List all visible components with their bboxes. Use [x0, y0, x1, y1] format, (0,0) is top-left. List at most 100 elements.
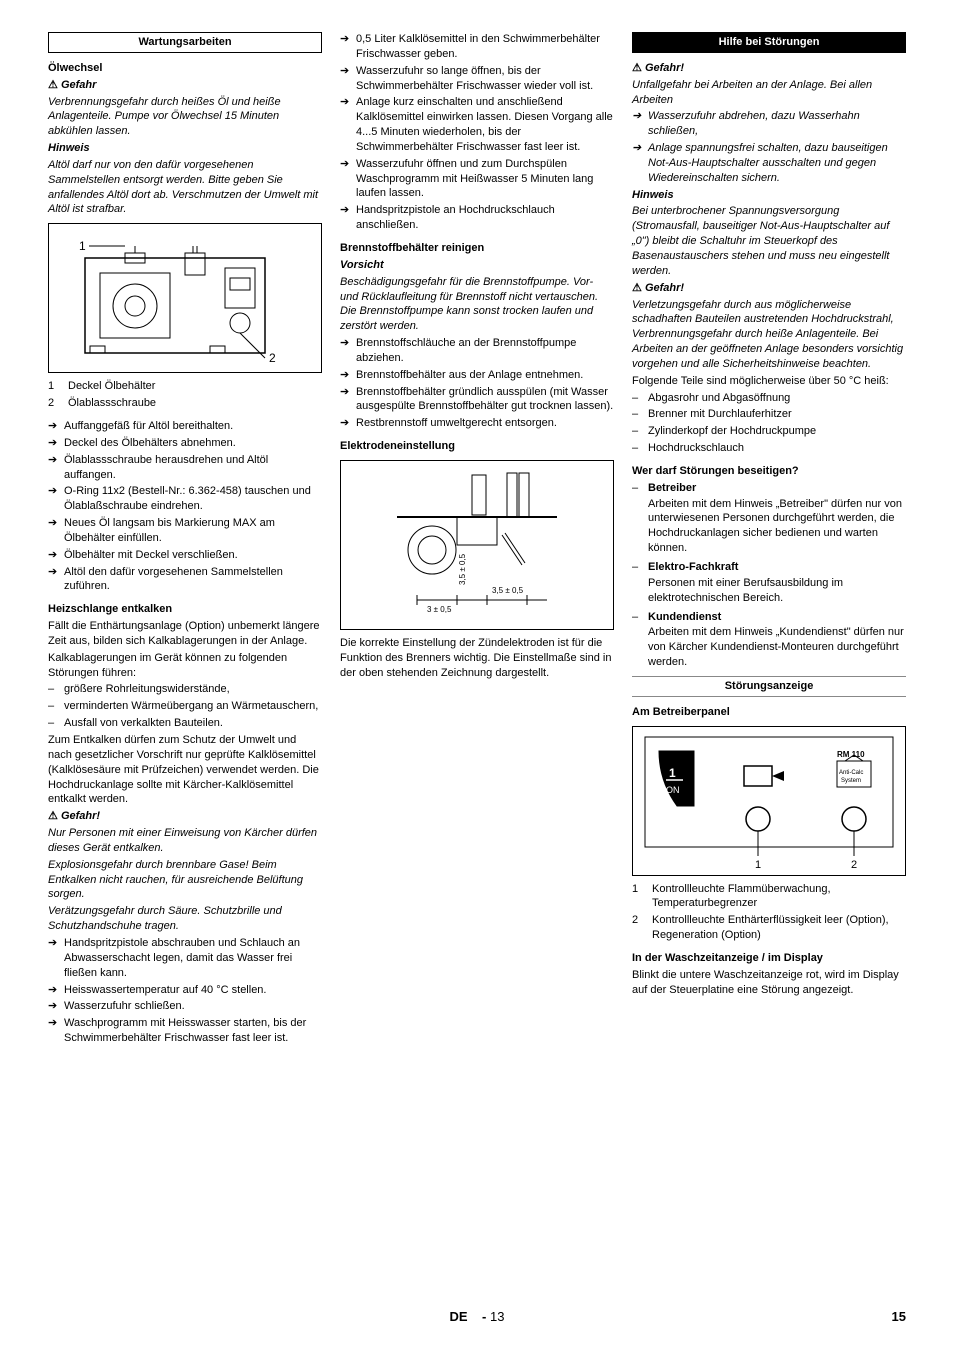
caution-label: Vorsicht — [340, 258, 614, 273]
list-item: Wasserzufuhr öffnen und zum Durchspülen … — [340, 157, 614, 202]
list-item: Altöl den dafür vorgesehenen Sammelstell… — [48, 565, 322, 595]
danger-label: ⚠ Gefahr! — [48, 809, 322, 824]
list-item: Brennstoffschläuche an der Brennstoffpum… — [340, 336, 614, 366]
danger-text: Verletzungsgefahr durch aus möglicherwei… — [632, 298, 906, 372]
danger-steps: Wasserzufuhr abdrehen, dazu Wasserhahn s… — [632, 109, 906, 185]
caution-text: Beschädigungsgefahr für die Brennstoffpu… — [340, 275, 614, 334]
role-title: Elektro-Fachkraft — [648, 561, 738, 573]
svg-text:2: 2 — [269, 351, 276, 365]
subheading-fuel: Brennstoffbehälter reinigen — [340, 241, 614, 256]
danger-text: Verätzungsgefahr durch Säure. Schutzbril… — [48, 904, 322, 934]
subsection-heading: Störungsanzeige — [632, 676, 906, 697]
svg-text:System: System — [841, 778, 861, 784]
note-label: Hinweis — [632, 188, 906, 203]
figure-oil-container: 1 2 — [48, 223, 322, 373]
panel-legend: 1 Kontrollleuchte Flammüberwachung, Tempe… — [632, 882, 906, 943]
svg-text:2: 2 — [851, 859, 857, 871]
legend-num: 2 — [632, 913, 638, 928]
svg-text:ON: ON — [666, 785, 680, 795]
list-item: verminderten Wärmeübergang an Wärmetausc… — [48, 699, 322, 714]
list-item: größere Rohrleitungswiderstände, — [48, 682, 322, 697]
list-item: 0,5 Liter Kalklösemittel in den Schwimme… — [340, 32, 614, 62]
role-desc: Arbeiten mit dem Hinweis „Kundendienst" … — [648, 625, 906, 670]
list-item: Handspritzpistole abschrauben und Schlau… — [48, 936, 322, 981]
display-heading: In der Waschzeitanzeige / im Display — [632, 951, 906, 966]
legend-text: Ölablassschraube — [68, 397, 156, 409]
list-item: O-Ring 11x2 (Bestell-Nr.: 6.362-458) tau… — [48, 484, 322, 514]
list-item: Kundendienst Arbeiten mit dem Hinweis „Ku… — [632, 610, 906, 670]
danger-text: Verbrennungsgefahr durch heißes Öl und h… — [48, 95, 322, 140]
list-item: Zylinderkopf der Hochdruckpumpe — [632, 424, 906, 439]
subheading-oil: Ölwechsel — [48, 61, 322, 76]
list-item: Waschprogramm mit Heisswasser starten, b… — [48, 1016, 322, 1046]
list-item: Ölablassschraube herausdrehen und Altöl … — [48, 453, 322, 483]
list-item: Handspritzpistole an Hochdruckschlauch a… — [340, 203, 614, 233]
list-item: Auffanggefäß für Altöl bereithalten. — [48, 419, 322, 434]
page-footer: DE - 13 15 — [48, 1308, 906, 1326]
decal-issues: größere Rohrleitungswiderstände, vermind… — [48, 682, 322, 731]
list-item: Neues Öl langsam bis Markierung MAX am Ö… — [48, 516, 322, 546]
danger-label: ⚠ Gefahr! — [632, 61, 906, 76]
svg-text:1: 1 — [79, 239, 86, 253]
svg-text:3 ± 0,5: 3 ± 0,5 — [427, 605, 452, 614]
svg-text:1: 1 — [669, 766, 676, 780]
body-text: Blinkt die untere Waschzeitanzeige rot, … — [632, 968, 906, 998]
list-item: Abgasrohr und Abgasöffnung — [632, 391, 906, 406]
list-item: Brenner mit Durchlauferhitzer — [632, 407, 906, 422]
danger-label: ⚠ Gefahr — [48, 78, 322, 93]
footer-lang: DE — [450, 1309, 468, 1324]
footer-page-abs: 15 — [892, 1308, 906, 1326]
list-item: Hochdruckschlauch — [632, 441, 906, 456]
figure-panel: 1 ON RM 110 Anti-Calc System 1 2 — [632, 726, 906, 876]
decal-steps: Handspritzpistole abschrauben und Schlau… — [48, 936, 322, 1046]
role-title: Betreiber — [648, 482, 696, 494]
oil-steps: Auffanggefäß für Altöl bereithalten. Dec… — [48, 419, 322, 594]
list-item: Wasserzufuhr schließen. — [48, 999, 322, 1014]
svg-text:3,5 ± 0,5: 3,5 ± 0,5 — [458, 553, 467, 585]
svg-text:RM 110: RM 110 — [837, 750, 865, 759]
list-item: Brennstoffbehälter aus der Anlage entneh… — [340, 368, 614, 383]
svg-text:3,5 ± 0,5: 3,5 ± 0,5 — [492, 586, 524, 595]
body-text: Kalkablagerungen im Gerät können zu folg… — [48, 651, 322, 681]
list-item: Ölbehälter mit Deckel verschließen. — [48, 548, 322, 563]
list-item: Restbrennstoff umweltgerecht entsorgen. — [340, 416, 614, 431]
list-item: Brennstoffbehälter gründlich ausspülen (… — [340, 385, 614, 415]
list-item: Ausfall von verkalkten Bauteilen. — [48, 716, 322, 731]
role-title: Kundendienst — [648, 611, 721, 623]
list-item: Wasserzufuhr so lange öffnen, bis der Sc… — [340, 64, 614, 94]
hot-parts: Abgasrohr und Abgasöffnung Brenner mit D… — [632, 391, 906, 456]
subheading-electrode: Elektrodeneinstellung — [340, 439, 614, 454]
note-text: Bei unterbrochener Spannungsversorgung (… — [632, 204, 906, 278]
footer-sep: - — [482, 1309, 486, 1324]
panel-heading: Am Betreiberpanel — [632, 705, 906, 720]
svg-text:Anti-Calc: Anti-Calc — [839, 770, 863, 776]
figure-electrode: 3 ± 0,5 3,5 ± 0,5 3,5 ± 0,5 — [340, 460, 614, 630]
legend-num: 2 — [48, 396, 54, 411]
legend-num: 1 — [632, 882, 638, 897]
svg-text:1: 1 — [755, 859, 761, 871]
list-item: Elektro-Fachkraft Personen mit einer Beru… — [632, 560, 906, 606]
danger-label-text: Gefahr — [61, 79, 96, 91]
figure-legend: 1Deckel Ölbehälter 2Ölablassschraube — [48, 379, 322, 411]
body-text: Folgende Teile sind möglicherweise über … — [632, 374, 906, 389]
legend-text: Kontrollleuchte Enthärterflüssigkeit lee… — [652, 914, 889, 941]
list-item: Deckel des Ölbehälters abnehmen. — [48, 436, 322, 451]
danger-text: Nur Personen mit einer Einweisung von Kä… — [48, 826, 322, 856]
danger-text: Unfallgefahr bei Arbeiten an der Anlage.… — [632, 78, 906, 108]
legend-text: Kontrollleuchte Flammüberwachung, Temper… — [652, 883, 831, 910]
subheading-decal: Heizschlange entkalken — [48, 602, 322, 617]
role-desc: Arbeiten mit dem Hinweis „Betreiber" dür… — [648, 497, 906, 556]
decal-steps-cont: 0,5 Liter Kalklösemittel in den Schwimme… — [340, 32, 614, 233]
role-desc: Personen mit einer Berufsausbildung im e… — [648, 576, 906, 606]
list-item: Anlage spannungsfrei schalten, dazu baus… — [632, 141, 906, 186]
list-item: Anlage kurz einschalten und anschließend… — [340, 95, 614, 154]
fuel-steps: Brennstoffschläuche an der Brennstoffpum… — [340, 336, 614, 431]
legend-num: 1 — [48, 379, 54, 394]
body-text: Fällt die Enthärtungsanlage (Option) unb… — [48, 619, 322, 649]
note-label: Hinweis — [48, 141, 322, 156]
list-item: Betreiber Arbeiten mit dem Hinweis „Betre… — [632, 481, 906, 556]
body-text: Die korrekte Einstellung der Zündelektro… — [340, 636, 614, 681]
subheading-who: Wer darf Störungen beseitigen? — [632, 464, 906, 479]
danger-label-text: Gefahr! — [645, 62, 684, 74]
danger-label-text: Gefahr! — [61, 810, 100, 822]
